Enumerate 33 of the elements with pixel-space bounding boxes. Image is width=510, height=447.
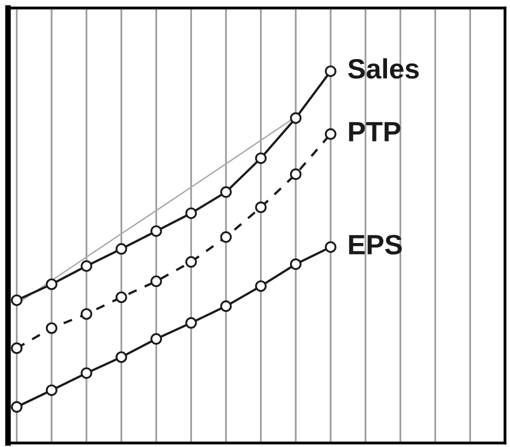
point (150, 276, 162, 288)
point (116, 351, 128, 363)
point (10, 342, 22, 354)
point (80, 260, 92, 272)
point (46, 322, 58, 334)
point (185, 207, 197, 219)
point (150, 225, 162, 237)
point (10, 401, 22, 413)
point (80, 308, 92, 320)
point (324, 241, 336, 253)
series-label: EPS (349, 234, 402, 255)
point (255, 202, 267, 214)
point (116, 291, 128, 304)
point (290, 112, 302, 124)
point (185, 317, 197, 329)
point (290, 168, 302, 180)
point (290, 258, 302, 270)
point (324, 128, 336, 140)
point (46, 384, 58, 396)
point (220, 231, 232, 243)
point (46, 278, 58, 290)
point (255, 280, 267, 292)
point (324, 65, 336, 77)
point (255, 152, 267, 164)
point (220, 300, 232, 312)
point (80, 367, 92, 379)
series-label: Sales (348, 58, 419, 79)
point (220, 186, 232, 198)
series-label: PTP (349, 122, 400, 142)
point (150, 333, 162, 345)
point (185, 256, 197, 268)
point (116, 243, 128, 255)
point (10, 294, 22, 306)
